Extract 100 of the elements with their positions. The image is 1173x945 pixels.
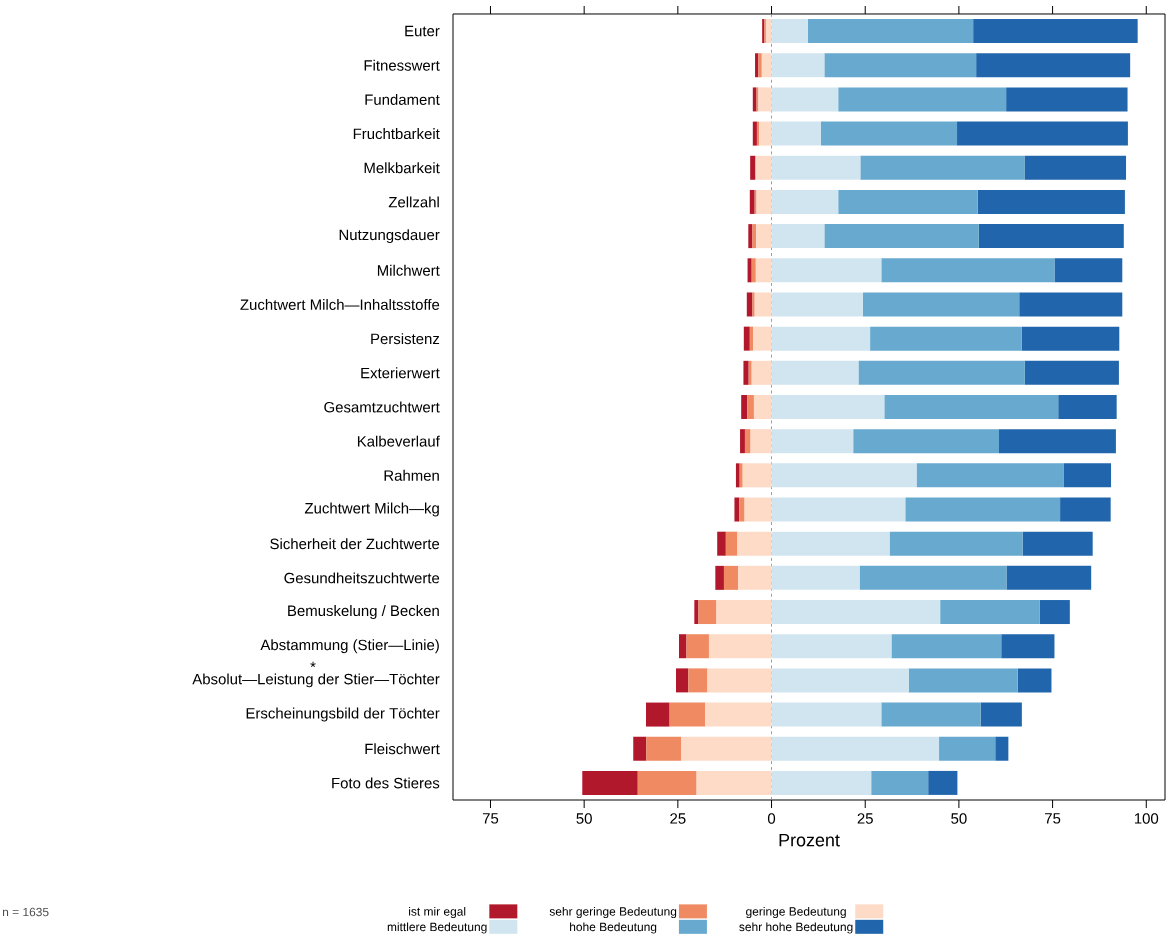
bar	[889, 531, 1023, 556]
bar	[1024, 360, 1119, 385]
x-tick-label: 50	[576, 813, 592, 824]
bar	[881, 702, 981, 727]
bar	[752, 87, 757, 112]
bar	[742, 463, 772, 488]
legend-label: ist mir egal	[409, 906, 466, 919]
bar	[756, 189, 772, 214]
bar	[759, 121, 772, 146]
y-tick-label: Rahmen	[384, 469, 439, 481]
bar	[1001, 634, 1055, 659]
bar	[752, 224, 757, 249]
bar	[821, 121, 958, 146]
y-tick-label: Persistenz	[371, 333, 440, 345]
legend-label: geringe Bedeutung	[746, 906, 846, 919]
bar	[980, 702, 1022, 727]
y-tick-label: Melkbarkeit	[364, 162, 440, 174]
legend-label: mittlere Bedeutung	[387, 922, 487, 934]
bar	[716, 600, 772, 625]
bar	[1060, 497, 1111, 522]
bar	[681, 736, 772, 761]
bar	[741, 394, 748, 419]
bar	[771, 634, 892, 659]
bar	[743, 326, 750, 351]
x-tick-label: 25	[857, 813, 873, 824]
bar	[1017, 668, 1052, 693]
bar	[771, 360, 859, 385]
bar	[771, 770, 872, 795]
bar	[761, 53, 772, 78]
bar	[771, 121, 821, 146]
bar	[771, 258, 882, 283]
bar	[870, 326, 1022, 351]
bar	[748, 224, 753, 249]
bar	[755, 258, 772, 283]
y-tick-label: Zuchtwert Milch—Inhaltsstoffe	[240, 298, 440, 310]
bar	[1022, 531, 1093, 556]
bar	[928, 770, 958, 795]
bar	[999, 429, 1116, 454]
bar	[754, 292, 772, 317]
y-tick-label: Nutzungsdauer	[339, 229, 440, 244]
bar	[747, 258, 752, 283]
bar	[1006, 87, 1128, 112]
y-tick-label: Fundament	[365, 93, 440, 105]
bar	[862, 292, 1020, 317]
bar	[725, 531, 738, 556]
bar	[916, 463, 1064, 488]
bar	[1058, 394, 1117, 419]
bar	[771, 189, 839, 214]
bar	[771, 429, 854, 454]
bar	[715, 565, 724, 590]
bar	[771, 497, 906, 522]
bar	[771, 224, 825, 249]
bar	[751, 258, 756, 283]
bar	[758, 87, 772, 112]
bar	[1021, 326, 1120, 351]
bar	[771, 565, 860, 590]
bar	[753, 326, 772, 351]
x-axis-title: Prozent	[779, 833, 840, 847]
y-tick-label: Kalbeverlauf	[357, 435, 440, 447]
y-tick-label: Fitnesswert	[364, 59, 440, 71]
bar	[735, 463, 740, 488]
bar	[824, 53, 977, 78]
x-tick-label: 75	[482, 813, 499, 824]
bar	[753, 394, 772, 419]
bar	[771, 600, 941, 625]
legend-label: hohe Bedeutung	[570, 922, 657, 934]
y-tick-label: Fruchtbarkeit	[353, 128, 440, 140]
bar	[1024, 155, 1127, 180]
bar	[708, 634, 772, 659]
bar	[717, 531, 726, 556]
bar	[858, 360, 1025, 385]
y-tick-label: Zuchtwert Milch—kg	[304, 502, 439, 517]
text: *	[310, 661, 316, 668]
bar	[771, 292, 863, 317]
bar	[750, 155, 756, 180]
bar	[737, 531, 772, 556]
bar	[771, 668, 909, 693]
y-tick-label: Milchwert	[377, 264, 440, 276]
bar	[707, 668, 772, 693]
bar	[1054, 258, 1123, 283]
bar	[739, 463, 743, 488]
bar	[995, 736, 1009, 761]
bar	[738, 565, 772, 590]
bar	[824, 224, 979, 249]
bar	[1019, 292, 1123, 317]
bar	[771, 531, 890, 556]
bar	[1039, 600, 1070, 625]
bar	[752, 292, 755, 317]
bar	[884, 394, 1059, 419]
bar	[881, 258, 1055, 283]
bar	[694, 600, 699, 625]
bar	[838, 189, 978, 214]
y-tick-label: Euter	[405, 25, 440, 37]
y-tick-label: Erscheinungsbild der Töchter	[246, 707, 440, 722]
bar	[771, 19, 808, 44]
bar	[756, 224, 772, 249]
bar	[751, 360, 772, 385]
bar	[853, 429, 999, 454]
bar	[771, 326, 871, 351]
bar	[891, 634, 1002, 659]
